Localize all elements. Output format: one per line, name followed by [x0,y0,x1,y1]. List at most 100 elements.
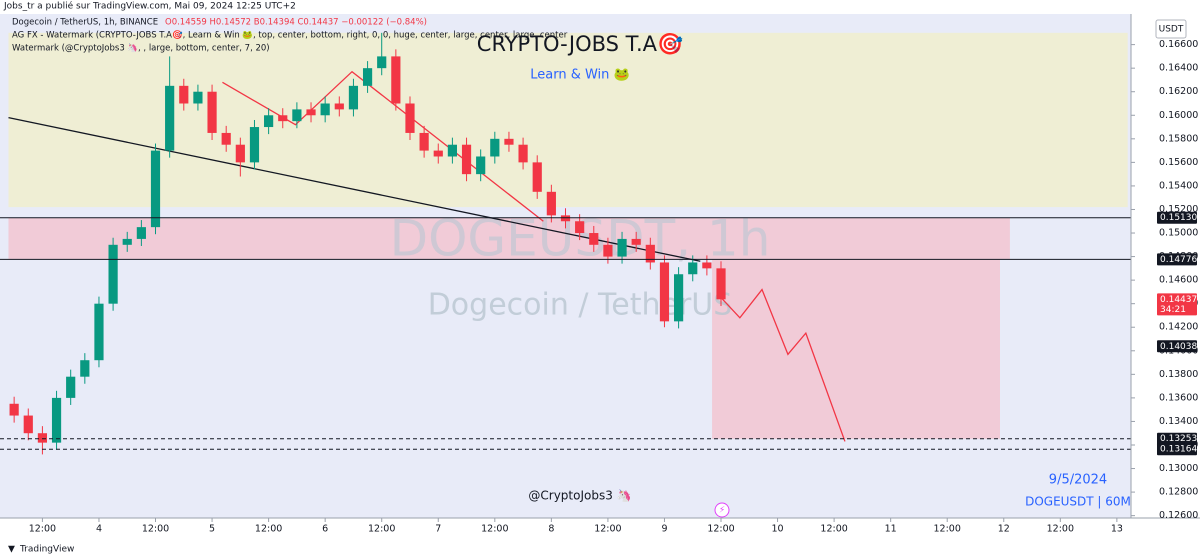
currency: USDT [1159,25,1184,35]
candle-body [249,127,260,163]
price-label-box [1157,211,1197,224]
x-tick-label: 12:00 [255,524,282,535]
y-tick-label: 0.13000 [1159,463,1198,474]
x-tick-label: 12:00 [29,524,56,535]
x-tick-label: 12:00 [368,524,395,535]
candle-body [334,103,344,110]
candle-body [447,144,457,157]
candle-body [433,150,443,157]
price-label: 0.14038 [1160,342,1197,352]
candle-body [716,268,726,300]
y-tick-label: 0.12800 [1159,487,1198,498]
y-tick-label: 0.14600 [1159,275,1198,286]
brand-subtitle: Learn & Win 🐸 [530,68,629,83]
x-tick-label: 10 [772,524,784,535]
x-tick-label: 4 [96,524,102,535]
candle-body [94,303,104,361]
x-tick-label: 12:00 [1047,524,1074,535]
candle-body [235,144,245,163]
x-tick-label: 12:00 [481,524,508,535]
x-tick-label: 6 [322,524,328,535]
price-label-box [1157,340,1197,353]
candle-body [476,156,486,175]
candle-body [617,238,627,257]
drawn-line [222,70,544,222]
brand-title: CRYPTO-JOBS T.A🎯 [477,32,683,56]
candle-body [504,138,514,145]
candle-body [603,244,613,257]
x-tick-label: 8 [548,524,554,535]
date-note: 9/5/2024 [1049,473,1107,488]
x-tick-label: 12:00 [594,524,621,535]
candle-body [419,132,429,151]
candle-body [575,221,585,234]
candle-body [51,397,62,443]
candle-body [518,144,528,163]
x-tick-label: 12:00 [934,524,961,535]
candle-body [278,115,288,122]
x-tick-label: 5 [209,524,215,535]
x-tick-label: 12:00 [707,524,734,535]
x-tick-label: 13 [1111,524,1123,535]
y-tick-label: 0.16400 [1159,63,1198,74]
price-label-box [1157,432,1197,445]
y-tick-label: 0.12600 [1159,510,1198,521]
handle: @CryptoJobs3 🦄 [528,489,631,503]
indicator-line: AG FX - Watermark (CRYPTO-JOBS T.A🎯, Lea… [12,30,568,41]
countdown: 34:21 [1160,305,1186,315]
candle-body [179,85,189,104]
candle-body [546,191,556,216]
published-note: Jobs_tr a publié sur TradingView.com, Ma… [3,1,296,12]
candle-body [320,103,330,116]
y-tick-label: 0.15400 [1159,180,1198,191]
price-label: 0.13164 [1160,445,1197,455]
currency-box [1155,19,1187,39]
drawn-line [8,116,701,262]
symbol-line: Dogecoin / TetherUS, 1h, BINANCE [12,18,158,28]
candle-body [631,238,641,245]
x-tick-label: 12:00 [820,524,847,535]
price-label: 0.13253 [1160,434,1197,444]
candle-body [645,244,655,263]
watermark-name: Dogecoin / TetherUS [428,288,733,323]
candle-body [391,56,401,104]
ohlc-line: O0.14559 H0.14572 B0.14394 C0.14437 −0.0… [165,18,427,28]
x-tick-label: 9 [661,524,667,535]
x-tick-label: 7 [435,524,441,535]
event-icon-glyph: ⚡ [719,506,725,516]
candle-body [461,144,472,175]
price-label-box [1157,293,1197,316]
candle-body [66,376,76,398]
footer-brand: TradingView [19,545,74,555]
candle-body [589,233,599,245]
candle-body [659,262,670,322]
zone [8,217,1010,259]
candle-body [23,415,33,434]
candle-body [122,238,132,245]
y-tick-label: 0.14200 [1159,322,1198,333]
price-label-box [1157,443,1197,456]
y-tick-label: 0.15800 [1159,133,1198,144]
candle-body [193,91,203,104]
candle-body [674,274,684,322]
pair-note: DOGEUSDT | 60M [1025,495,1131,509]
candle-body [150,150,161,228]
y-tick-label: 0.13600 [1159,392,1198,403]
candle-body [377,56,387,69]
x-tick-label: 12:00 [142,524,169,535]
price-label: 0.14437 [1160,295,1197,305]
y-tick-label: 0.13400 [1159,416,1198,427]
price-label: 0.14776 [1160,255,1197,265]
candle-body [165,85,175,151]
candle-body [348,85,359,110]
zone [712,259,1000,439]
event-icon[interactable] [714,502,730,518]
candle-body [490,138,500,157]
candle-body [292,109,302,122]
y-tick-label: 0.15200 [1159,204,1198,215]
footer-logo: ▼ [8,545,15,555]
candle-body [221,132,231,145]
candle-body [306,109,316,116]
